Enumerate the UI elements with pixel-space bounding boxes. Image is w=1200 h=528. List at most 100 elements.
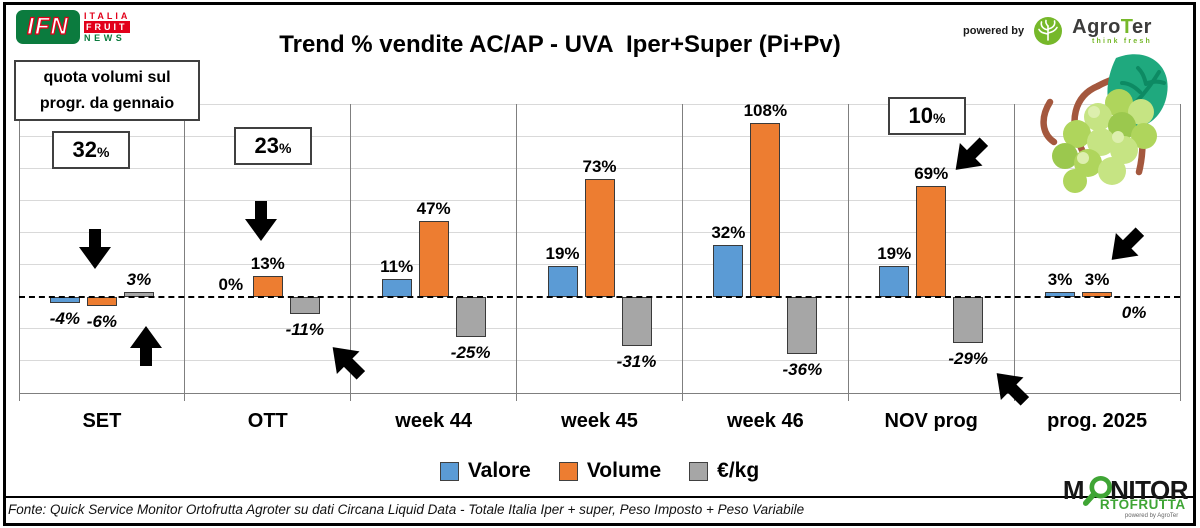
bar-Volume-NOV prog [916,185,947,297]
value-label-Valore-week 45: 19% [545,244,580,264]
bar-Valore-week 44 [381,279,412,297]
gridline-120pct [19,103,1180,105]
ifn-logo-badge: IFN [16,10,80,44]
category-label-set: SET [82,410,122,432]
bar-€/kg-week 46 [787,296,818,355]
value-label-Volume-week 44: 47% [416,199,451,219]
ifn-logo-text: ITALIA FRUIT NEWS [84,10,131,44]
value-label-€/kg-OTT: -11% [285,320,324,340]
value-label-Volume-NOV prog: 69% [914,163,949,183]
ifn-italia-label: ITALIA [84,11,131,21]
footer-separator [5,496,1194,498]
arrow-down-0 [78,229,112,274]
agroter-wordmark: AgroTer [1072,16,1152,38]
eur-kg-swatch [689,461,709,481]
bar-€/kg-week 44 [455,296,486,337]
value-label-€/kg-NOV prog: -29% [948,349,989,369]
category-label-week-46: week 46 [727,410,804,432]
category-separator [847,104,849,401]
gridline--40pct [19,360,1180,362]
plot-right-border [1179,104,1181,401]
ortofrutta-wordmark: RTOFRUTTA [1099,497,1186,512]
arrow-down-left-6 [1096,220,1152,276]
category-separator [1013,104,1015,401]
monitor-wordmark: M NITOR [1062,475,1188,506]
monitor-ortofrutta-logo: M NITOR RTOFRUTTA powered by AgroTer [1063,475,1188,519]
gridline--60pct [19,392,1180,394]
value-label-Valore-week 44: 11% [380,257,414,276]
value-label-Volume-prog. 2025: 3% [1084,269,1110,289]
plot-left-border [18,104,20,401]
category-separator [516,104,518,401]
category-separator [184,104,186,401]
arrow-down-2 [244,201,278,246]
arrow-up-1 [129,321,163,366]
ifn-logo: IFN ITALIA FRUIT NEWS [16,10,131,44]
value-label-Valore-SET: -4% [49,309,81,329]
category-label-week-45: week 45 [561,410,638,432]
legend-item-volume: Volume [558,459,662,483]
category-axis: SET OTT week 44 week 45 week 46 NOV prog prog.… [19,410,1180,433]
category-label-ott: OTT [247,410,288,432]
bar-€/kg-week 45 [621,296,652,347]
legend: Valore Volume €/kg [19,459,1180,483]
ifn-fruit-label: FRUIT [84,21,131,33]
bar-Valore-NOV prog [879,266,910,297]
monitor-powered-by: powered by AgroTer [1124,512,1179,519]
value-label-Valore-OTT: 0% [218,274,244,294]
value-label-Valore-week 46: 32% [711,223,746,243]
value-label-Volume-week 46: 108% [743,101,788,121]
legend-item-valore: Valore [439,459,531,483]
source-note: Fonte: Quick Service Monitor Ortofrutta … [8,502,805,517]
valore-swatch [439,461,459,481]
value-label-€/kg-week 44: -25% [450,342,491,362]
arrow-down-left-4 [940,130,996,186]
category-label-week-44: week 44 [395,410,473,432]
gridline-80pct [19,167,1180,169]
agroter-logo: AgroTer think fresh [1072,17,1152,45]
ifn-news-label: NEWS [84,33,126,43]
quota-box-ott: 23% [234,127,312,165]
bar-Volume-week 44 [418,221,449,297]
value-label-Volume-SET: -6% [86,312,118,332]
bar-€/kg-NOV prog [953,296,984,344]
value-label-€/kg-week 45: -31% [616,352,657,372]
quota-line1: quota volumi sul [43,68,171,86]
value-label-€/kg-prog. 2025: 0% [1121,302,1147,322]
legend-item-eur-kg: €/kg [689,459,759,483]
quota-box-set: 32% [52,131,130,169]
value-label-€/kg-SET: 3% [126,269,152,289]
bar-Volume-week 45 [584,179,615,297]
category-separator [681,104,683,401]
chart-title: Trend % vendite AC/AP - UVA Iper+Super (… [279,31,841,58]
bar-Valore-week 46 [713,245,744,297]
powered-by-label: powered by [963,25,1025,37]
powered-by-block: powered by AgroTer think fresh [963,16,1152,46]
quota-line2: progr. da gennaio [39,94,175,112]
gridline-100pct [19,135,1180,137]
magnifier-icon [1083,475,1113,506]
bar-Valore-week 45 [547,266,578,297]
value-label-Volume-OTT: 13% [250,253,285,273]
value-label-Valore-prog. 2025: 3% [1047,269,1073,289]
arrow-up-left-3 [317,332,373,388]
category-label-prog-2025: prog. 2025 [1047,410,1148,432]
quota-annotation-box: quota volumi sul progr. da gennaio [14,60,200,121]
plot-area: -4% 0% 11% 19% 32% 19% 3% -6% 13% 47% 73% 108% 69% 3%… [18,101,1181,401]
eur-kg-label: €/kg [717,459,760,482]
agroter-tree-icon [1034,17,1063,45]
volume-swatch [558,461,578,481]
category-separator [350,104,352,401]
gridline--20pct [19,328,1180,330]
bar-Volume-SET [86,296,117,307]
value-label-Volume-week 45: 73% [582,157,617,177]
valore-label: Valore [467,459,531,482]
zero-baseline [19,295,1180,298]
bar-Volume-week 46 [750,123,781,297]
value-label-Valore-NOV prog: 19% [877,244,912,264]
arrow-up-left-5 [981,358,1037,414]
bar-€/kg-OTT [289,296,320,315]
volume-label: Volume [586,459,662,482]
quota-box-nov-prog: 10% [888,97,966,135]
